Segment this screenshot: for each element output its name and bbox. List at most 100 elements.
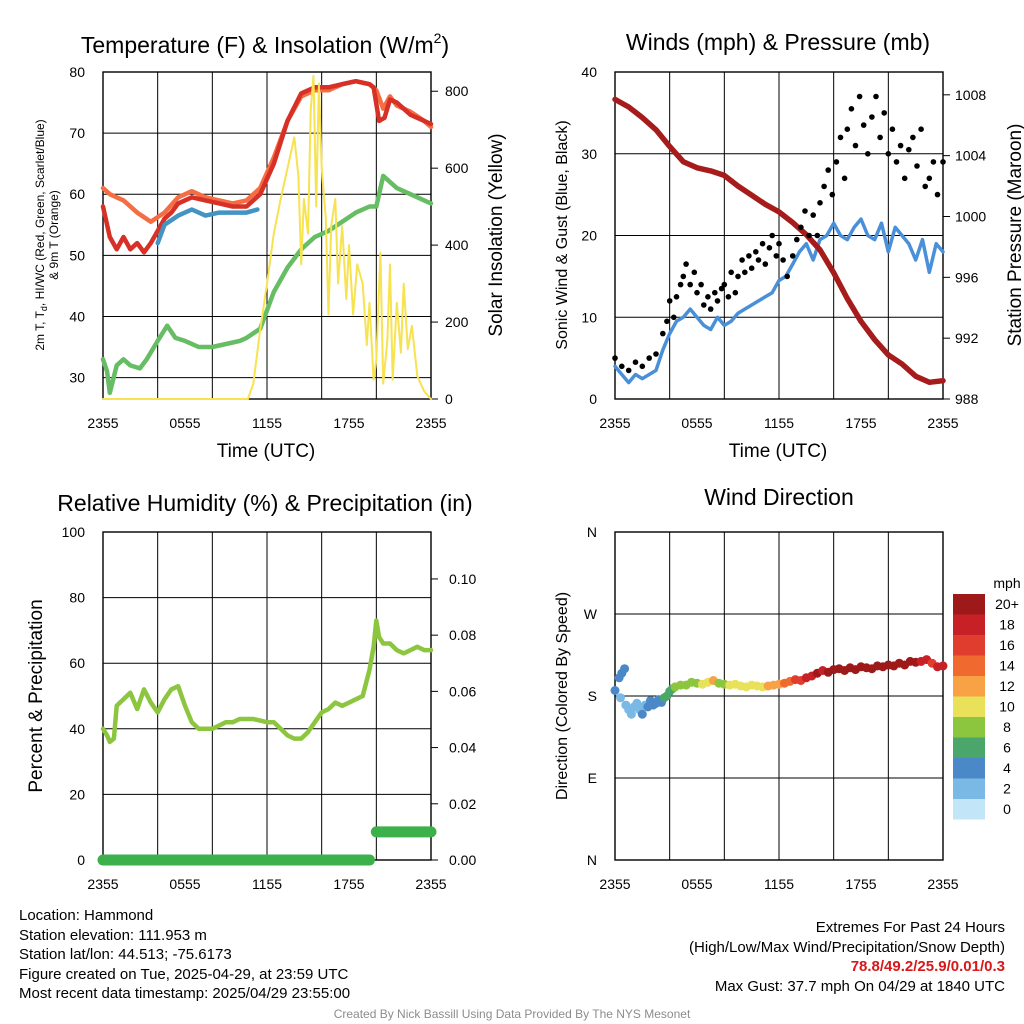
gust-point (821, 183, 827, 190)
x-tick-label: 2355 (599, 876, 630, 892)
y-right-tick-label: 0.00 (449, 852, 476, 868)
colorbar-label: 14 (999, 658, 1015, 674)
gust-point (833, 159, 840, 165)
gust-point (694, 289, 700, 296)
gust-point (837, 134, 844, 141)
gust-point (753, 249, 759, 255)
direction-point (637, 709, 647, 719)
gust-point (873, 93, 879, 100)
y-dir-tick-label: E (588, 770, 597, 786)
y-dir-tick-label: N (587, 524, 597, 540)
temp-y-left-label-2: & 9m T (Orange) (47, 190, 61, 280)
y-left-tick-label: 30 (69, 370, 85, 386)
gust-point (825, 167, 831, 173)
station-location: Location: Hammond (19, 907, 154, 924)
gust-point (930, 159, 937, 165)
gust-point (789, 253, 796, 259)
colorbar-label: 10 (999, 699, 1015, 715)
y-right-tick-label: 600 (445, 160, 469, 176)
colorbar-label: 20+ (995, 596, 1019, 612)
y-dir-tick-label: N (587, 852, 597, 868)
colorbar-swatch (953, 655, 985, 676)
colorbar-swatch (953, 758, 985, 779)
colorbar-swatch (953, 737, 985, 758)
x-tick-label: 2355 (87, 876, 118, 892)
gust-point (848, 106, 855, 112)
gust-point (755, 257, 762, 263)
colorbar-swatch (953, 635, 985, 656)
y-right-tick-label: 800 (445, 83, 469, 99)
x-tick-label: 1755 (845, 876, 876, 892)
gust-point (856, 93, 863, 100)
gust-point (814, 232, 821, 239)
max-gust: Max Gust: 37.7 mph On 04/29 at 1840 UTC (714, 977, 1005, 995)
gust-point (776, 240, 782, 247)
gust-point (725, 294, 732, 300)
x-tick-label: 1155 (252, 415, 282, 431)
gust-point (683, 261, 689, 267)
gust-point (918, 126, 924, 132)
y-left-tick-label: 40 (581, 64, 597, 80)
speed-colorbar: 20+ 18 16 14 12 10 8 6 4 2 0 (953, 594, 1019, 820)
gust-point (691, 269, 698, 276)
gust-point (914, 163, 920, 169)
gust-point (739, 257, 745, 263)
direction-point (616, 693, 625, 703)
x-tick-label: 1155 (764, 415, 794, 431)
gust-point (666, 298, 673, 304)
gust-point (869, 114, 875, 120)
colorbar-swatch (953, 717, 985, 738)
y-left-tick-label: 0 (589, 391, 597, 407)
gust-point (707, 306, 714, 312)
gust-point (762, 261, 769, 267)
gust-point (897, 142, 904, 149)
dir-y-left-label: Direction (Colored By Speed) (554, 592, 571, 800)
colorbar-label: 2 (1003, 781, 1011, 797)
gust-point (893, 159, 900, 165)
y-right-tick-label: 1004 (955, 148, 986, 164)
gust-point (680, 273, 687, 280)
gust-point (698, 281, 704, 288)
gust-point (677, 281, 684, 288)
x-tick-label: 0555 (681, 876, 712, 892)
direction-point (938, 661, 948, 671)
colorbar-label: 8 (1003, 719, 1011, 735)
temp-series-line (100, 173, 434, 396)
y-left-tick-label: 30 (581, 146, 597, 162)
y-right-tick-label: 0.08 (449, 627, 476, 643)
rh-line (100, 618, 434, 745)
y-right-tick-label: 992 (955, 330, 979, 346)
gust-point (721, 281, 728, 288)
gust-point (860, 122, 867, 128)
gust-point (802, 208, 808, 214)
y-left-tick-label: 0 (77, 852, 85, 868)
y-dir-tick-label: W (584, 606, 598, 622)
y-right-tick-label: 0.02 (449, 796, 476, 812)
x-tick-label: 1755 (333, 876, 364, 892)
temp-series-line (155, 207, 260, 246)
gust-point (885, 151, 892, 157)
humidity-precip-plot: 2355 0555 1155 1755 23550204060801000.000.02… (62, 524, 477, 892)
x-tick-label: 2355 (927, 876, 958, 892)
colorbar-swatch (953, 799, 985, 820)
gust-point (735, 273, 741, 280)
recent-timestamp: Most recent data timestamp: 2025/04/29 2… (19, 985, 351, 1002)
wind-speed-line (613, 217, 945, 385)
x-tick-label: 2355 (599, 415, 630, 431)
gust-point (701, 302, 707, 308)
x-tick-label: 2355 (415, 876, 446, 892)
gust-point (906, 146, 912, 153)
gust-point (759, 240, 766, 247)
y-left-tick-label: 40 (69, 308, 85, 324)
gust-point (732, 289, 739, 296)
y-right-tick-label: 988 (955, 391, 979, 407)
y-left-tick-label: 100 (62, 524, 86, 540)
gust-point (673, 294, 680, 300)
temp-y-right-label: Solar Insolation (Yellow) (486, 133, 507, 336)
x-tick-label: 1755 (333, 415, 364, 431)
figure-created: Figure created on Tue, 2025-04-29, at 23… (19, 965, 349, 983)
x-tick-label: 2355 (415, 415, 446, 431)
colorbar-label: 4 (1003, 760, 1011, 776)
wind-y-right-label: Station Pressure (Maroon) (1005, 124, 1024, 347)
